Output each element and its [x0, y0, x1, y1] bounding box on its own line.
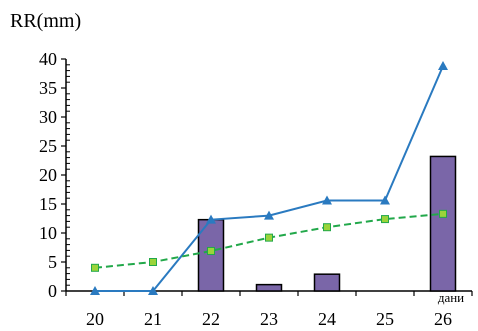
y-axis-label: RR(mm): [10, 10, 81, 32]
triangle-marker: [438, 60, 448, 70]
x-tick-label: 25: [376, 309, 394, 329]
triangle-marker: [380, 195, 390, 205]
line-triangle-series: [95, 65, 444, 292]
x-tick-label: 26: [434, 309, 452, 329]
y-tick-label: 15: [39, 194, 57, 214]
y-tick-label: 20: [39, 165, 57, 185]
line-series: [90, 60, 448, 295]
square-marker: [207, 246, 215, 255]
bar: [255, 283, 283, 292]
square-marker: [381, 215, 389, 224]
bar: [197, 218, 225, 292]
bars-series: [197, 155, 457, 292]
y-tick-label: 30: [39, 107, 57, 127]
square-marker: [323, 223, 331, 232]
y-tick-label: 25: [39, 136, 57, 156]
square-marker: [149, 258, 157, 266]
triangle-marker: [264, 210, 274, 220]
y-tick-label: 0: [48, 281, 57, 301]
triangle-marker: [322, 195, 332, 205]
bar: [313, 273, 341, 292]
y-tick-label: 40: [39, 49, 57, 69]
x-tick-label: 22: [202, 309, 220, 329]
y-tick-label: 35: [39, 78, 57, 98]
triangle-marker: [148, 286, 158, 295]
square-marker: [91, 263, 99, 272]
triangle-marker: [90, 286, 100, 295]
x-tick-label: 20: [86, 309, 104, 329]
square-marker: [439, 209, 447, 218]
axes: 0 5 10 15 20 25 30 35 40 20 21 22 23 24 25 26: [39, 49, 473, 329]
y-tick-label: 10: [39, 223, 57, 243]
x-tick-label: 23: [260, 309, 278, 329]
square-marker: [265, 233, 273, 242]
x-tick-label: 21: [144, 309, 162, 329]
y-tick-label: 5: [48, 252, 57, 272]
x-axis-unit-label: дани: [438, 290, 464, 305]
x-tick-label: 24: [318, 309, 336, 329]
triangle-marker: [206, 214, 216, 224]
bar: [429, 155, 457, 292]
